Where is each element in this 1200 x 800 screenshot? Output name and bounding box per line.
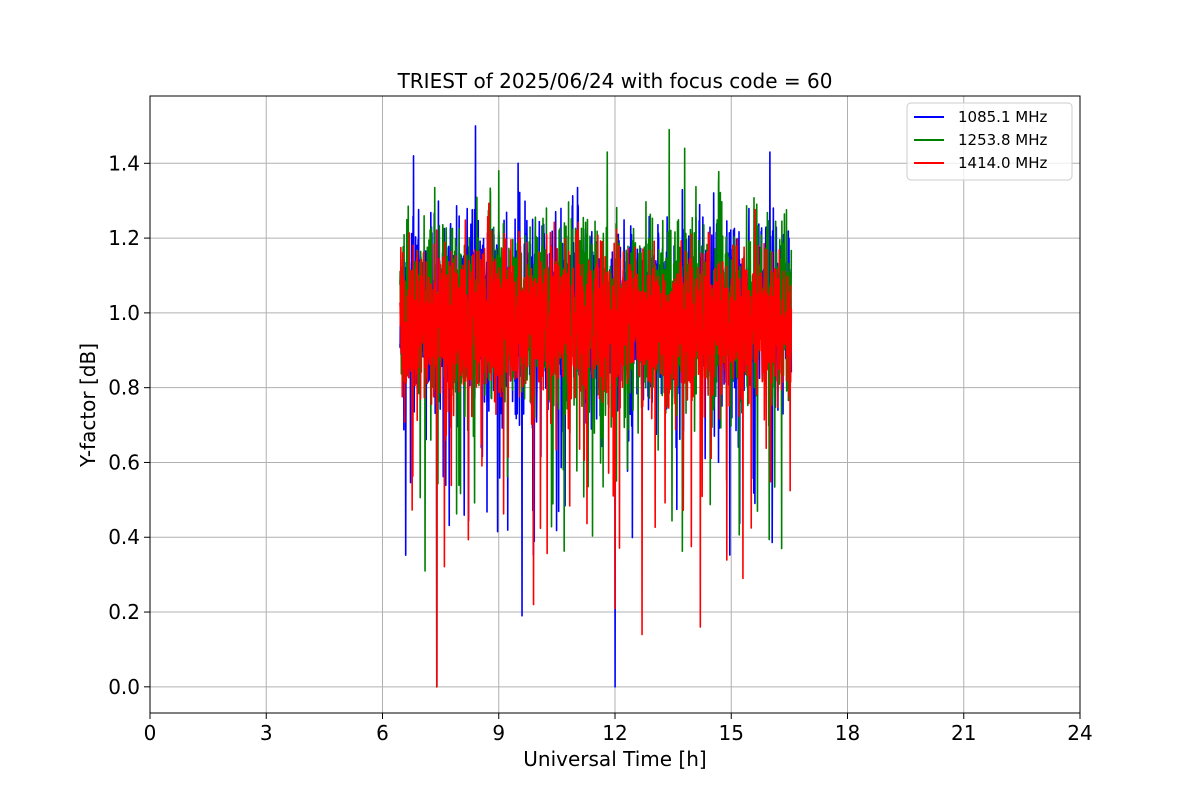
legend-box bbox=[906, 102, 1073, 181]
x-axis: 0 3 6 9 12 15 18 21 24 bbox=[144, 713, 1093, 745]
x-axis-label: Universal Time [h] bbox=[523, 747, 706, 771]
x-tick-label: 12 bbox=[602, 721, 627, 745]
y-tick-label: 1.4 bbox=[108, 151, 140, 175]
y-tick-label: 1.0 bbox=[108, 301, 140, 325]
legend-label-1253: 1253.8 MHz bbox=[958, 131, 1047, 149]
x-tick-label: 9 bbox=[492, 721, 505, 745]
series-layer bbox=[399, 125, 793, 688]
x-tick-label: 0 bbox=[144, 721, 157, 745]
y-tick-label: 0.4 bbox=[108, 525, 140, 549]
y-axis: 0.0 0.2 0.4 0.6 0.8 1.0 1.2 1.4 bbox=[108, 151, 150, 699]
x-tick-label: 15 bbox=[719, 721, 744, 745]
y-tick-label: 0.6 bbox=[108, 450, 140, 474]
legend-label-1085: 1085.1 MHz bbox=[958, 108, 1047, 126]
x-tick-label: 6 bbox=[376, 721, 389, 745]
chart-title: TRIEST of 2025/06/24 with focus code = 6… bbox=[397, 69, 833, 93]
x-tick-label: 18 bbox=[835, 721, 860, 745]
series-line-1414 bbox=[399, 202, 793, 688]
x-tick-label: 3 bbox=[260, 721, 273, 745]
x-tick-label: 21 bbox=[951, 721, 976, 745]
y-tick-label: 0.8 bbox=[108, 376, 140, 400]
y-tick-label: 0.2 bbox=[108, 600, 140, 624]
y-tick-label: 1.2 bbox=[108, 226, 140, 250]
x-tick-label: 24 bbox=[1067, 721, 1092, 745]
legend: 1085.1 MHz 1253.8 MHz 1414.0 MHz bbox=[906, 102, 1073, 181]
y-axis-label: Y-factor [dB] bbox=[76, 343, 100, 468]
legend-label-1414: 1414.0 MHz bbox=[958, 154, 1047, 172]
y-tick-label: 0.0 bbox=[108, 675, 140, 699]
